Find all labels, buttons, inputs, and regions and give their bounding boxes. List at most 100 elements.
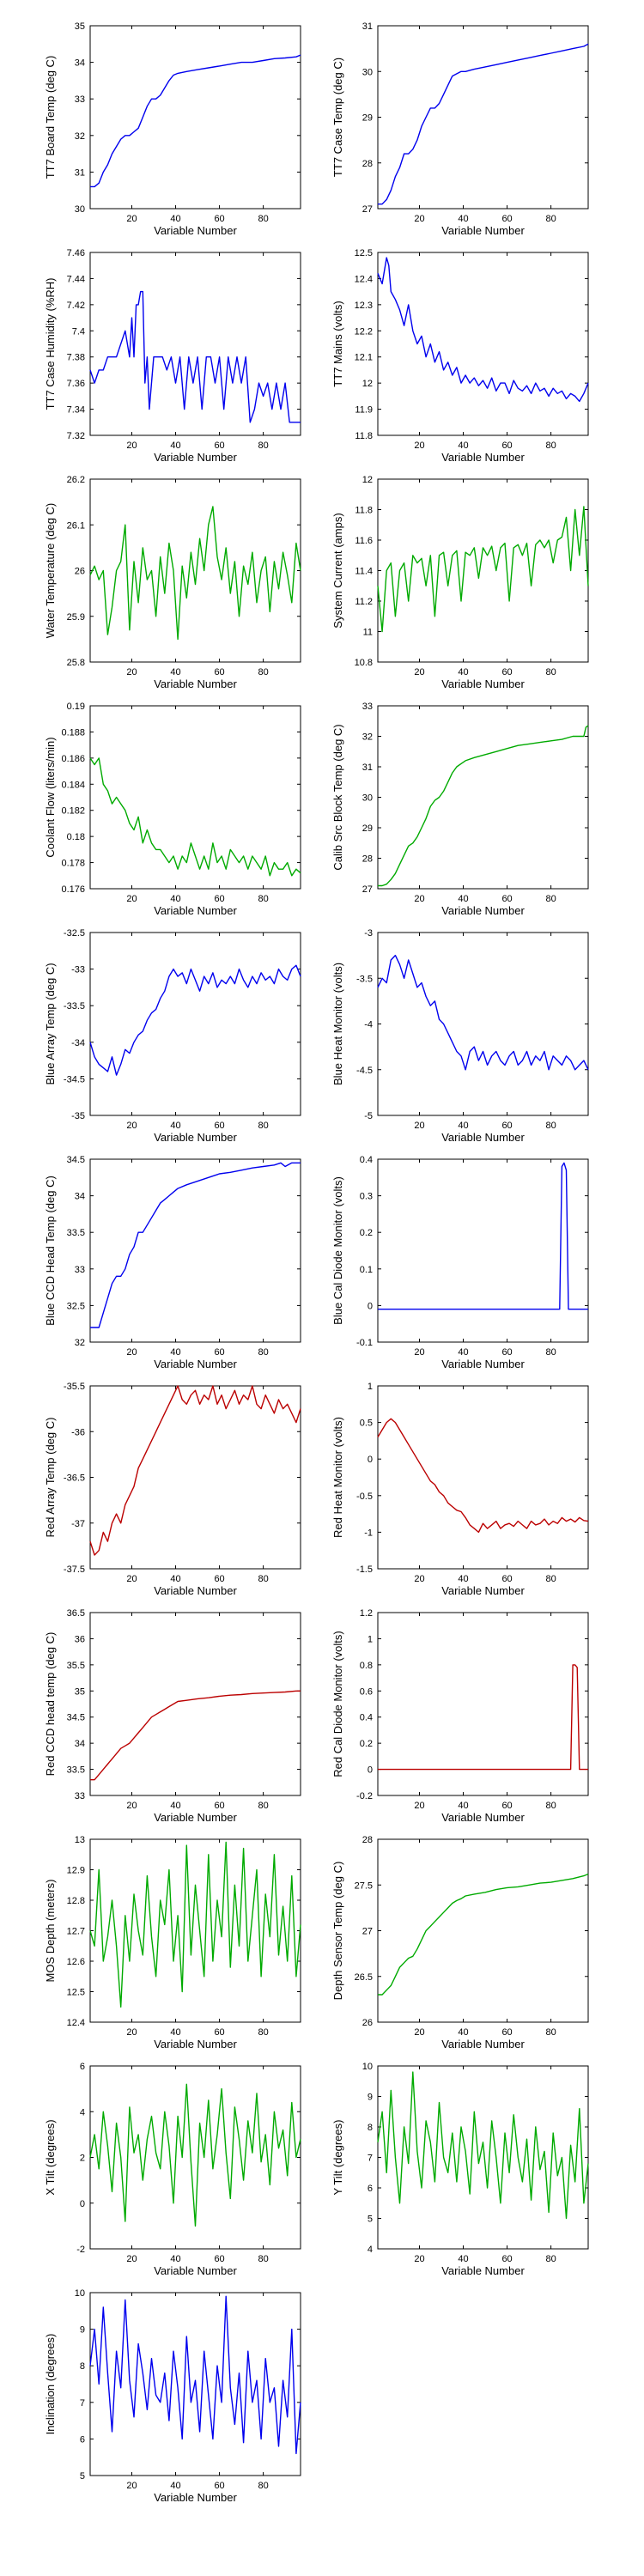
x-tick-label: 20 bbox=[414, 1121, 424, 1131]
series-line-1 bbox=[89, 506, 301, 641]
y-tick-label: 0.2 bbox=[360, 1739, 373, 1749]
series-line-1 bbox=[378, 1873, 589, 1996]
x-tick-label: 40 bbox=[170, 440, 180, 451]
plot-area bbox=[377, 252, 589, 436]
y-axis-label: Blue Heat Monitor (volts) bbox=[331, 963, 344, 1085]
y-tick-label: 6 bbox=[368, 2184, 373, 2194]
y-tick-label: 12 bbox=[362, 475, 373, 485]
series-line-1 bbox=[89, 2083, 301, 2227]
x-axis-label: Variable Number bbox=[154, 1811, 237, 1824]
y-axis-label: Blue Array Temp (deg C) bbox=[44, 963, 57, 1084]
y-axis-label: Depth Sensor Temp (deg C) bbox=[331, 1862, 344, 2001]
y-tick-label: 4 bbox=[368, 2245, 373, 2255]
x-tick-label: 80 bbox=[258, 1801, 268, 1811]
x-tick-label: 40 bbox=[458, 214, 468, 224]
y-tick-label: 10 bbox=[75, 2288, 85, 2299]
y-tick-label: 9 bbox=[80, 2325, 85, 2336]
x-axis-label: Variable Number bbox=[441, 224, 525, 237]
chart-17: 12.4 12.5 12.6 12.7 12.8 12.9 13 20 40 60 80 Variab… bbox=[44, 1835, 301, 2050]
chart-20: 4 5 6 7 8 9 10 20 40 60 80 Variable Number Y Tilt (d… bbox=[331, 2062, 589, 2277]
y-tick-label: 31 bbox=[362, 21, 373, 32]
y-tick-label: 30 bbox=[362, 793, 373, 804]
x-tick-label: 60 bbox=[214, 2481, 224, 2491]
x-tick-label: 60 bbox=[501, 667, 512, 677]
x-tick-label: 20 bbox=[126, 2254, 137, 2264]
x-axis-label: Variable Number bbox=[154, 1584, 237, 1597]
y-tick-label: 34 bbox=[75, 58, 85, 69]
y-tick-label: 34.5 bbox=[67, 1713, 85, 1723]
y-tick-label: -33 bbox=[71, 965, 85, 975]
y-tick-label: 10.8 bbox=[355, 658, 373, 668]
x-axis-label: Variable Number bbox=[441, 1131, 525, 1144]
x-tick-label: 20 bbox=[126, 1574, 137, 1584]
x-tick-label: 80 bbox=[545, 440, 556, 451]
y-tick-label: 0.176 bbox=[61, 884, 85, 895]
y-tick-label: -1.5 bbox=[356, 1564, 373, 1575]
x-tick-label: 60 bbox=[501, 1574, 512, 1584]
plot-area bbox=[377, 1612, 589, 1796]
x-axis-label: Variable Number bbox=[154, 224, 237, 237]
y-axis-label: Red CCD head temp (deg C) bbox=[44, 1632, 57, 1777]
y-tick-label: 1 bbox=[368, 1382, 373, 1392]
y-axis-label: System Current (amps) bbox=[331, 513, 344, 628]
y-axis-label: Inclination (degrees) bbox=[44, 2334, 57, 2435]
x-tick-label: 60 bbox=[214, 894, 224, 904]
x-tick-label: 80 bbox=[545, 1801, 556, 1811]
x-tick-label: 40 bbox=[170, 1121, 180, 1131]
x-tick-label: 40 bbox=[170, 1347, 180, 1358]
y-axis-label: Water Temperature (deg C) bbox=[44, 503, 57, 639]
y-tick-label: 33 bbox=[362, 702, 373, 712]
plot-area bbox=[377, 1838, 589, 2023]
chart-9: -35 -34.5 -34 -33.5 -33 -32.5 20 40 60 80 Variable… bbox=[44, 928, 301, 1144]
y-tick-label: 36 bbox=[75, 1634, 85, 1644]
x-tick-label: 60 bbox=[501, 440, 512, 451]
y-tick-label: 12.5 bbox=[67, 1988, 85, 1998]
chart-18: 26 26.5 27 27.5 28 20 40 60 80 Variable Number Dep… bbox=[331, 1835, 589, 2050]
series-line-1 bbox=[89, 2295, 301, 2455]
y-tick-label: 8 bbox=[80, 2361, 85, 2372]
y-tick-label: 12 bbox=[362, 379, 373, 389]
y-tick-label: 7.34 bbox=[67, 405, 85, 416]
series-line-1 bbox=[90, 1162, 301, 1328]
y-tick-label: 11.8 bbox=[355, 431, 373, 441]
x-tick-label: 60 bbox=[501, 1801, 512, 1811]
x-axis-label: Variable Number bbox=[154, 2038, 237, 2050]
y-tick-label: 0.186 bbox=[61, 754, 85, 764]
x-tick-label: 60 bbox=[214, 1574, 224, 1584]
series-line-1 bbox=[378, 1162, 588, 1310]
x-tick-label: 60 bbox=[214, 2027, 224, 2038]
x-tick-label: 60 bbox=[501, 1121, 512, 1131]
chart-16: -0.2 0 0.2 0.4 0.6 0.8 1 1.2 20 40 60 80 Variable Nu… bbox=[331, 1608, 589, 1824]
x-tick-label: 20 bbox=[126, 2481, 137, 2491]
x-tick-label: 80 bbox=[258, 2254, 268, 2264]
plot-area bbox=[377, 932, 589, 1116]
y-tick-label: 29 bbox=[362, 113, 373, 124]
y-tick-label: 32 bbox=[362, 732, 373, 743]
y-tick-label: -36.5 bbox=[64, 1473, 85, 1484]
y-tick-label: 0 bbox=[368, 1455, 373, 1465]
x-tick-label: 20 bbox=[414, 214, 424, 224]
chart-1: 30 31 32 33 34 35 20 40 60 80 Variable Number TT7 B… bbox=[44, 21, 301, 237]
y-tick-label: 11.4 bbox=[355, 567, 373, 577]
y-tick-label: 7.32 bbox=[67, 431, 85, 441]
x-tick-label: 20 bbox=[126, 667, 137, 677]
y-tick-label: 7 bbox=[80, 2398, 85, 2409]
chart-13: -37.5 -37 -36.5 -36 -35.5 20 40 60 80 Variable Nu… bbox=[44, 1382, 301, 1597]
x-tick-label: 80 bbox=[258, 1574, 268, 1584]
plot-area bbox=[89, 252, 301, 436]
x-tick-label: 80 bbox=[258, 214, 268, 224]
y-tick-label: 33 bbox=[75, 94, 85, 105]
chart-21: 5 6 7 8 9 10 20 40 60 80 Variable Number Inclinatio… bbox=[44, 2288, 301, 2504]
y-tick-label: -35.5 bbox=[64, 1382, 85, 1392]
x-axis-label: Variable Number bbox=[154, 904, 237, 917]
chart-2: 27 28 29 30 31 20 40 60 80 Variable Number TT7 Cas… bbox=[331, 21, 589, 237]
chart-14: -1.5 -1 -0.5 0 0.5 1 20 40 60 80 Variable Number Re… bbox=[331, 1382, 589, 1597]
y-tick-label: 8 bbox=[368, 2123, 373, 2133]
x-tick-label: 40 bbox=[170, 2027, 180, 2038]
y-tick-label: 35 bbox=[75, 1686, 85, 1697]
y-tick-label: 34.5 bbox=[67, 1155, 85, 1165]
x-tick-label: 40 bbox=[170, 2254, 180, 2264]
y-tick-label: 0.3 bbox=[360, 1192, 373, 1202]
x-tick-label: 40 bbox=[458, 2254, 468, 2264]
x-tick-label: 40 bbox=[458, 894, 468, 904]
